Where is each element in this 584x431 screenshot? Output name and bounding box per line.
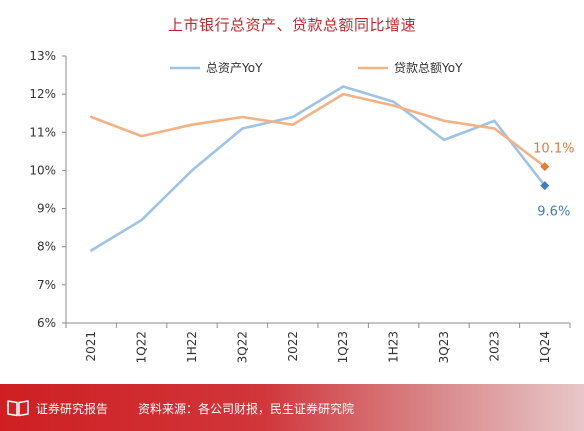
y-tick-label: 7% (37, 278, 56, 292)
end-label-1: 9.6% (537, 205, 570, 220)
footer-bar: 证券研究报告 资料来源：各公司财报，民生证券研究院 (0, 384, 584, 431)
line-chart: 6%7%8%9%10%11%12%13% 2021 1Q22 1H22 3Q22 202… (29, 49, 574, 363)
y-tick-label: 11% (29, 125, 56, 139)
y-tick-label: 9% (37, 202, 56, 216)
book-icon (7, 400, 29, 417)
legend: 总资产YoY 贷款总额YoY (170, 61, 463, 75)
y-tick-label: 13% (29, 49, 56, 63)
legend-label: 总资产YoY (206, 61, 263, 75)
x-tick-label: 1Q24 (538, 331, 552, 363)
legend-label: 贷款总额YoY (394, 61, 463, 75)
y-tick-label: 8% (37, 240, 56, 254)
y-axis: 6% 7% 8% 9% 10% 11% 12% 13% (29, 49, 67, 330)
series-line-2 (89, 92, 547, 168)
x-tick-label: 1H22 (185, 331, 199, 363)
x-tick-label: 1H23 (387, 331, 401, 363)
x-tick-label: 1Q22 (135, 331, 149, 363)
x-tick-label: 3Q23 (437, 331, 451, 363)
end-marker-1 (540, 181, 550, 191)
x-tick-label: 3Q22 (235, 331, 249, 363)
series-line-1 (89, 85, 547, 252)
y-tick-label: 10% (29, 163, 56, 177)
legend-item-1: 总资产YoY (170, 61, 263, 75)
y-tick-label: 12% (29, 87, 56, 101)
end-label-2: 10.1% (533, 142, 574, 157)
x-tick-label: 2022 (286, 331, 300, 362)
x-axis: 2021 1Q22 1H22 3Q22 2022 1Q23 1H23 3Q23 2023 1Q24 (65, 322, 571, 363)
footer-source: 资料来源：各公司财报，民生证券研究院 (138, 402, 355, 416)
footer-brand: 证券研究报告 (36, 402, 109, 416)
chart-title: 上市银行总资产、贷款总额同比增速 (167, 16, 416, 34)
x-tick-label: 2023 (487, 331, 501, 362)
x-tick-label: 1Q23 (336, 331, 350, 363)
legend-item-2: 贷款总额YoY (358, 61, 463, 75)
y-tick-label: 6% (37, 316, 56, 330)
series-layer: 9.6% 10.1% (89, 85, 574, 252)
x-tick-label: 2021 (84, 331, 98, 362)
end-marker-2 (540, 162, 550, 172)
